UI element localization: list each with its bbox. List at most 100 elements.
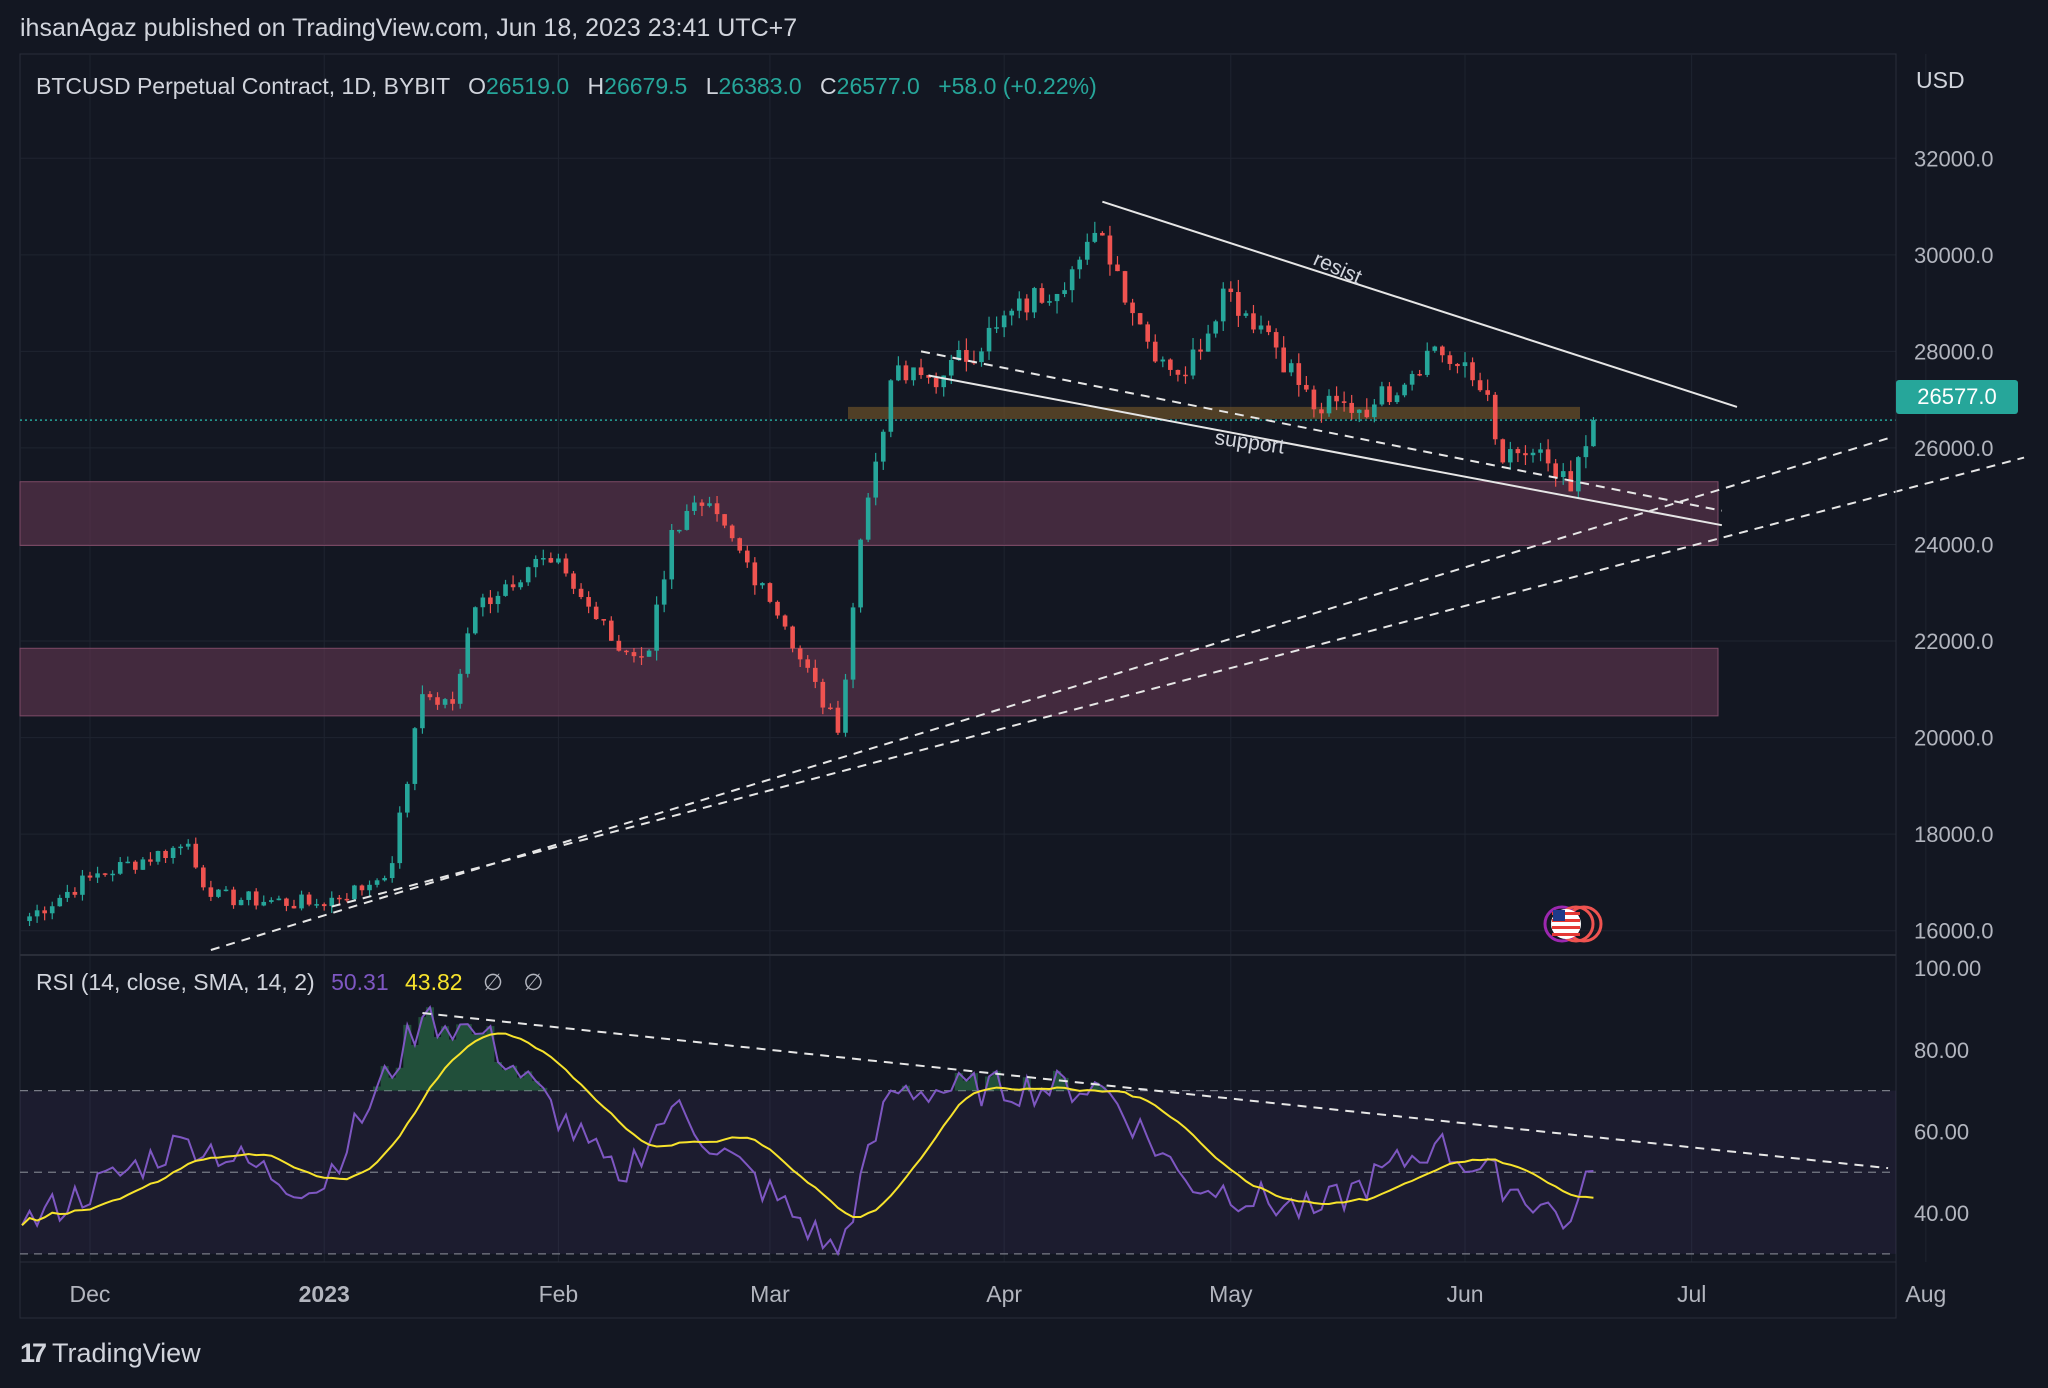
candle-body (405, 783, 410, 813)
candle-body (654, 604, 659, 651)
legend-h-value: 26679.5 (604, 73, 687, 99)
candle-body (828, 707, 833, 710)
rsi-extra-1: ∅ (483, 969, 503, 995)
candle-body (918, 367, 924, 376)
candle-body (1107, 235, 1113, 265)
candle-body (767, 583, 773, 602)
candle-body (306, 894, 312, 905)
candle-body (812, 667, 818, 682)
tradingview-logo-icon[interactable]: 17 (20, 1338, 47, 1368)
candle-body (329, 897, 335, 907)
candle-body (948, 360, 954, 376)
candle-body (465, 633, 471, 674)
candle-body (291, 905, 297, 909)
candle-body (1009, 310, 1015, 316)
candle-body (1432, 346, 1438, 351)
currency-label: USD (1916, 67, 1965, 93)
candle-body (299, 894, 304, 909)
rsi-tick-label: 80.00 (1914, 1038, 1969, 1063)
candle-body (1288, 363, 1294, 373)
candle-body (1001, 315, 1007, 328)
candle-body (457, 673, 463, 704)
candle-body (216, 889, 221, 897)
candle-body (246, 891, 251, 900)
candle-body (193, 843, 199, 868)
candle-body (117, 862, 123, 874)
candle-body (337, 897, 342, 900)
candle-body (1500, 439, 1506, 463)
candle-body (238, 899, 244, 906)
rsi-sma-value: 43.82 (405, 969, 463, 995)
supply-zone-lower (19, 647, 1719, 717)
candle-body (352, 885, 357, 900)
candle-body (533, 558, 539, 568)
rsi-title: RSI (14, close, SMA, 14, 2) (36, 969, 315, 995)
candle-body (223, 889, 229, 892)
candle-body (986, 327, 992, 352)
time-tick-label: 2023 (299, 1281, 350, 1307)
candle-body (34, 910, 40, 917)
candle-body (1213, 321, 1218, 334)
candle-body (639, 656, 644, 658)
candle-body (858, 539, 863, 608)
candle-body (1560, 471, 1566, 478)
footer-brand[interactable]: TradingView (52, 1338, 201, 1368)
candle-body (676, 529, 682, 532)
candle-body (148, 859, 153, 862)
candle-body (1100, 232, 1105, 236)
candle-body (571, 573, 576, 589)
candle-body (1447, 355, 1453, 364)
time-tick-label: Apr (986, 1281, 1022, 1307)
legend-o-value: 26519.0 (486, 73, 569, 99)
candle-body (269, 900, 274, 902)
candle-body (480, 597, 486, 608)
candle-body (1137, 313, 1143, 325)
price-tick-label: 32000.0 (1914, 146, 1994, 171)
candle-body (586, 597, 591, 607)
rsi-tick-label: 60.00 (1914, 1119, 1969, 1144)
candle-body (208, 887, 214, 897)
time-tick-label: May (1209, 1281, 1253, 1307)
candle-body (1319, 409, 1324, 414)
legend-c-label: C (820, 73, 837, 99)
candle-body (1273, 332, 1279, 348)
price-tick-label: 28000.0 (1914, 339, 1994, 364)
candle-body (601, 619, 607, 621)
candle-body (1243, 313, 1249, 316)
candle-body (1296, 363, 1302, 385)
candle-body (994, 327, 999, 329)
candle-body (87, 875, 93, 878)
candle-body (933, 377, 939, 388)
us-flag-event-icon[interactable] (1543, 905, 1603, 943)
candle-body (1424, 350, 1430, 375)
rsi-legend: RSI (14, close, SMA, 14, 2) 50.31 43.82 … (36, 969, 543, 995)
candle-body (359, 885, 365, 891)
candle-body (1462, 362, 1468, 367)
legend-line: BTCUSD Perpetual Contract, 1D, BYBIT O26… (36, 73, 1097, 99)
candle-body (1545, 449, 1551, 464)
candle-body (714, 503, 720, 515)
candle-body (608, 620, 614, 641)
candle-body (1515, 449, 1521, 454)
candle-body (1039, 288, 1045, 303)
candle-body (80, 875, 85, 895)
candle-body (49, 906, 55, 914)
rsi-tick-label: 40.00 (1914, 1201, 1969, 1226)
candle-body (435, 697, 440, 705)
candle-body (276, 898, 282, 901)
candle-body (1477, 380, 1483, 391)
candle-body (110, 873, 115, 876)
candle-body (1024, 298, 1030, 313)
candle-body (760, 583, 765, 586)
candle-body (699, 502, 705, 506)
price-tick-label: 30000.0 (1914, 243, 1994, 268)
candle-body (1122, 271, 1128, 303)
candle-body (737, 538, 743, 551)
candle-body (1591, 420, 1596, 447)
candle-body (843, 679, 848, 733)
candle-body (374, 880, 380, 885)
candle-body (865, 497, 871, 540)
candle-body (488, 597, 493, 605)
candle-body (631, 652, 637, 657)
